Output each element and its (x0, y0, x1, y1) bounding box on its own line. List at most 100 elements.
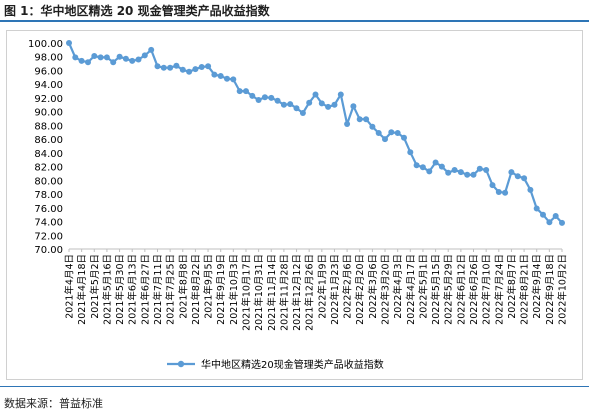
y-axis-ticks: 70.00 72.00 74.00 76.00 78.00 80.00 82.00 84.00… (28, 39, 63, 256)
data-point (97, 54, 104, 61)
data-point (350, 103, 357, 110)
data-point (476, 165, 483, 172)
data-point (236, 88, 243, 95)
source-note: 数据来源：普益标准 (4, 397, 103, 410)
data-point (85, 59, 91, 66)
data-point (325, 103, 332, 110)
data-point (312, 91, 319, 98)
data-point (546, 219, 553, 226)
x-tick-label: 2022年5月29日 (443, 254, 455, 325)
data-point (445, 169, 452, 176)
x-tick-label: 2022年7月10日 (481, 254, 493, 325)
data-point (514, 173, 521, 180)
data-point (217, 73, 224, 79)
series-layer (66, 40, 565, 226)
y-tick-label: 76.00 (34, 204, 63, 215)
data-point (464, 171, 471, 178)
data-point (148, 46, 155, 53)
data-point (72, 54, 79, 61)
x-tick-label: 2021年8月22日 (190, 254, 202, 325)
x-tick-label: 2022年4月3日 (392, 254, 404, 319)
x-tick-label: 2021年7月25日 (165, 254, 177, 325)
data-point (521, 175, 528, 182)
data-point (186, 68, 193, 75)
legend-marker (177, 360, 185, 368)
bottom-rule (0, 386, 589, 387)
x-tick-label: 2021年5月2日 (89, 254, 101, 319)
x-tick-label: 2022年5月15日 (430, 254, 442, 325)
x-tick-label: 2021年12月26日 (304, 254, 316, 331)
data-point (540, 211, 546, 218)
legend-label: 华中地区精选20现金管理类产品收益指数 (201, 358, 384, 371)
x-tick-label: 2021年10月3日 (228, 254, 240, 325)
x-tick-label: 2021年10月17日 (240, 254, 252, 331)
y-tick-label: 70.00 (34, 245, 63, 256)
figure-title: 图 1：华中地区精选 20 现金管理类产品收益指数 (4, 4, 270, 18)
x-tick-label: 2022年9月4日 (531, 254, 543, 319)
x-tick-label: 2021年12月12日 (291, 254, 303, 331)
data-point (356, 116, 363, 123)
x-tick-label: 2022年10月2日 (557, 254, 569, 325)
data-point (293, 105, 300, 112)
x-tick-label: 2022年4月17日 (405, 254, 417, 325)
data-point (394, 130, 401, 136)
data-point (382, 136, 388, 143)
x-tick-label: 2022年2月6日 (342, 254, 354, 319)
x-tick-label: 2022年9月18日 (544, 254, 556, 325)
data-point (192, 66, 199, 73)
data-point (116, 53, 123, 60)
y-tick-label: 74.00 (34, 218, 63, 229)
x-axis-ticks: 2021年4月4日 2021年4月18日 2021年5月2日 2021年5月16日 20… (64, 249, 569, 331)
data-point (559, 219, 565, 226)
x-tick-label: 2021年4月18日 (76, 254, 88, 325)
data-point (103, 54, 110, 61)
data-point (129, 57, 136, 64)
y-tick-label: 100.00 (28, 39, 63, 50)
chart-frame: 70.00 72.00 74.00 76.00 78.00 80.00 82.00 84.00… (6, 30, 583, 380)
x-tick-label: 2021年11月28日 (278, 254, 290, 331)
x-tick-label: 2022年8月7日 (506, 254, 518, 319)
data-point (110, 59, 117, 66)
data-point (167, 64, 174, 71)
x-tick-label: 2021年9月19日 (215, 254, 227, 325)
data-point (243, 88, 249, 95)
x-tick-label: 2021年10月31日 (253, 254, 265, 331)
data-point (91, 53, 98, 59)
data-point (66, 40, 72, 46)
data-point (122, 55, 129, 62)
data-point (419, 164, 426, 171)
data-point (508, 169, 515, 176)
data-point (280, 101, 287, 108)
data-point (337, 91, 344, 98)
data-point (344, 121, 351, 127)
data-point (457, 169, 464, 176)
data-point (375, 130, 382, 136)
data-point (78, 57, 85, 64)
data-point (198, 64, 205, 70)
data-point (306, 99, 313, 106)
x-tick-label: 2022年6月12日 (455, 254, 467, 325)
data-point (255, 97, 262, 103)
x-tick-label: 2021年4月4日 (64, 254, 76, 319)
legend: 华中地区精选20现金管理类产品收益指数 (167, 358, 384, 371)
data-point (331, 101, 338, 108)
data-point (533, 205, 540, 212)
x-tick-label: 2021年11月14日 (266, 254, 278, 331)
data-point (268, 94, 275, 101)
x-tick-label: 2022年5月1日 (417, 254, 429, 319)
data-point (451, 167, 458, 173)
data-point (432, 159, 439, 166)
data-point (179, 66, 186, 73)
data-point (401, 134, 407, 141)
data-point (211, 71, 218, 78)
data-point (173, 62, 180, 69)
data-point (502, 189, 509, 196)
y-tick-label: 94.00 (34, 80, 63, 91)
data-point (274, 97, 281, 104)
header-rule (0, 20, 589, 22)
data-point (205, 63, 212, 70)
y-tick-label: 98.00 (34, 53, 63, 64)
y-tick-label: 88.00 (34, 121, 63, 132)
y-tick-label: 84.00 (34, 149, 63, 160)
data-point (141, 52, 148, 59)
